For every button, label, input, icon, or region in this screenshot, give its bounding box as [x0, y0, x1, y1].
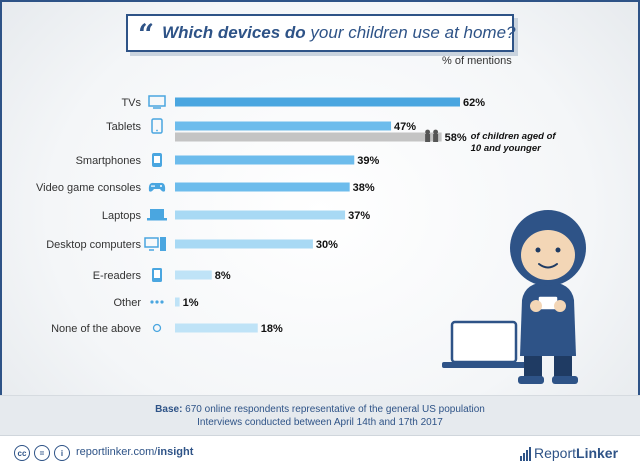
bar [175, 155, 355, 165]
attribution-icon: i [54, 445, 70, 461]
title-bold-part: Which devices do [162, 23, 306, 42]
mascot-body [520, 282, 576, 356]
value-label: 1% [183, 297, 199, 309]
category-label: Tablets [106, 121, 141, 133]
dots-icon [150, 300, 164, 304]
tv-icon [148, 95, 166, 109]
tablet-icon [151, 118, 163, 134]
mascot-leg-right [554, 356, 572, 378]
mascot-hand-right [554, 300, 566, 312]
footer-link[interactable]: reportlinker.com/insight [76, 446, 193, 458]
title-rest-part: your children use at home? [305, 23, 516, 42]
category-label: Video game consoles [36, 182, 141, 194]
category-label: Other [113, 297, 141, 309]
kid-icon-body-1 [425, 134, 431, 142]
bar [175, 97, 460, 107]
quote-icon: “ [138, 18, 155, 51]
no-derivatives-icon: = [34, 445, 50, 461]
mascot-eye-left [535, 247, 541, 253]
kid-icon-head-2 [433, 129, 439, 135]
mascot-shoe-right [552, 376, 578, 384]
category-label: Laptops [102, 210, 142, 222]
bar [175, 121, 392, 131]
unit-label: % of mentions [442, 55, 512, 67]
bar-chart: TVs 62% Tablets 47% Smartphones 39% Video game… [36, 95, 586, 384]
mascot-leg-left [524, 356, 542, 378]
bar [175, 210, 346, 220]
category-icons [144, 95, 167, 333]
base-text-1: 670 online respondents representative of… [182, 404, 485, 415]
footer: cc = i reportlinker.com/insight Report Li… [0, 435, 640, 471]
laptop-screen [450, 320, 518, 364]
circle-icon [152, 323, 162, 333]
mascot-smile [538, 263, 558, 269]
sub-bar-note: of children aged of [471, 131, 557, 142]
brand-bold: Linker [576, 445, 619, 461]
value-label: 39% [357, 155, 379, 167]
kid-icon-head-1 [425, 129, 431, 135]
desktop-icon [144, 237, 166, 251]
brand-logo: Report Linker [520, 445, 618, 461]
base-line-1: Base: 670 online respondents representat… [0, 403, 640, 416]
value-label: 62% [463, 97, 485, 109]
title-box: “ Which devices do your children use at … [126, 14, 516, 52]
base-note: Base: 670 online respondents representat… [0, 395, 640, 435]
mascot-shoe-left [518, 376, 544, 384]
laptop-base [442, 362, 528, 368]
value-label: 47% [394, 121, 416, 133]
child-mascot [442, 210, 586, 384]
bar [175, 270, 212, 280]
mascot-eye-right [555, 247, 561, 253]
brand-light: Report [534, 445, 577, 461]
value-label: 30% [316, 239, 338, 251]
value-label: 38% [353, 182, 375, 194]
sub-bar-note: 10 and younger [471, 143, 543, 154]
ereader-icon [152, 268, 162, 282]
base-label: Base: [155, 404, 183, 415]
kid-icon-body-2 [433, 134, 439, 142]
bar [175, 297, 180, 307]
mascot-hand-left [530, 300, 542, 312]
footer-link-prefix: reportlinker.com/ [76, 446, 158, 458]
value-label: 37% [348, 210, 370, 222]
bars: TVs 62% Tablets 47% Smartphones 39% Video game… [36, 97, 556, 335]
mascot-face [521, 230, 575, 280]
laptop-icon [147, 209, 167, 221]
gamepad-icon [148, 182, 166, 192]
bar [175, 239, 313, 249]
value-label: 18% [261, 323, 283, 335]
category-label: Desktop computers [46, 239, 141, 251]
smartphone-icon [152, 153, 162, 167]
category-label: TVs [121, 97, 141, 109]
base-text-2: Interviews conducted between April 14th … [197, 417, 443, 428]
sub-bar-value-label: 58% [445, 132, 467, 144]
footer-link-bold: insight [157, 446, 194, 458]
chart-title: Which devices do your children use at ho… [162, 23, 515, 43]
bar [175, 323, 258, 333]
sub-bar [175, 132, 442, 142]
creative-commons-icon: cc [14, 445, 30, 461]
value-label: 8% [215, 270, 231, 282]
bar [175, 182, 350, 192]
category-label: Smartphones [76, 155, 142, 167]
category-label: None of the above [51, 323, 141, 335]
logo-bars-icon [520, 447, 532, 461]
category-label: E-readers [93, 270, 142, 282]
